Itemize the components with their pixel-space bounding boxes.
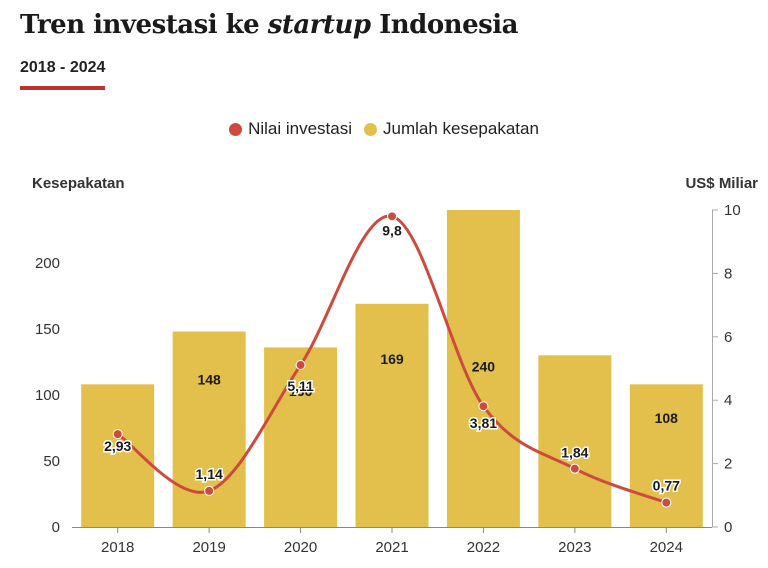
point-label-2018: 2,93 (104, 438, 131, 454)
line-point-2018 (112, 429, 123, 440)
bar-label-2022: 240 (472, 359, 496, 375)
left-tick-label-100: 100 (35, 387, 60, 404)
right-tick-label-4: 4 (724, 392, 732, 409)
line-point-2024 (661, 497, 672, 508)
right-tick-label-6: 6 (724, 329, 732, 346)
x-tick-label-2024: 2024 (650, 539, 683, 556)
bar-2023 (538, 355, 612, 527)
point-label-2024: 0,77 (653, 478, 680, 494)
point-label-2020: 5,11 (287, 378, 314, 394)
bar-2019 (172, 331, 246, 527)
legend-item-line: Nilai investasi (229, 119, 352, 139)
bar-2021 (355, 303, 429, 527)
chart-legend: Nilai investasi Jumlah kesepakatan (0, 119, 768, 139)
chart-title: Tren investasi ke startup Indonesia (20, 10, 519, 40)
line-point-2023 (569, 463, 580, 474)
left-tick-label-200: 200 (35, 255, 60, 272)
point-label-2022: 3,81 (470, 415, 497, 431)
chart-subtitle: 2018 - 2024 (20, 59, 106, 76)
x-tick-label-2021: 2021 (375, 539, 408, 556)
line-point-2020 (295, 360, 306, 371)
title-emphasis: startup (267, 10, 371, 40)
bar-label-2021: 169 (380, 351, 404, 367)
point-label-2023: 1,84 (561, 445, 588, 461)
line-point-2019 (204, 485, 215, 496)
point-label-2019: 1,14 (196, 466, 223, 482)
bar-label-2019: 148 (197, 371, 221, 387)
x-tick-label-2022: 2022 (467, 539, 500, 556)
legend-label-line: Nilai investasi (248, 119, 352, 138)
right-tick-label-2: 2 (724, 456, 732, 473)
x-tick-label-2019: 2019 (192, 539, 225, 556)
bar-label-2024: 108 (655, 410, 679, 426)
line-point-2021 (387, 211, 397, 222)
legend-label-bars: Jumlah kesepakatan (383, 119, 539, 138)
bar-label-2020: 136 (289, 383, 313, 399)
legend-swatch-bars (364, 122, 377, 136)
line-point-2022 (478, 401, 489, 412)
legend-swatch-line (229, 122, 243, 136)
x-tick-label-2023: 2023 (558, 539, 591, 556)
left-tick-label-50: 50 (43, 453, 60, 470)
title-accent-bar (20, 86, 105, 90)
right-axis-title: US$ Miliar (685, 175, 758, 192)
x-tick-label-2020: 2020 (284, 539, 317, 556)
left-tick-label-0: 0 (52, 519, 60, 536)
left-axis-title: Kesepakatan (32, 175, 125, 192)
bar-2020 (264, 347, 338, 527)
left-tick-label-150: 150 (35, 321, 60, 338)
right-tick-label-8: 8 (724, 265, 732, 282)
right-tick-label-10: 10 (724, 202, 741, 219)
x-tick-label-2018: 2018 (101, 539, 134, 556)
title-prefix: Tren investasi ke (20, 10, 268, 40)
title-suffix: Indonesia (370, 10, 518, 40)
point-label-2021: 9,8 (382, 222, 402, 238)
bar-2022 (446, 210, 520, 527)
legend-item-bars: Jumlah kesepakatan (364, 119, 539, 139)
right-tick-label-0: 0 (724, 519, 732, 536)
